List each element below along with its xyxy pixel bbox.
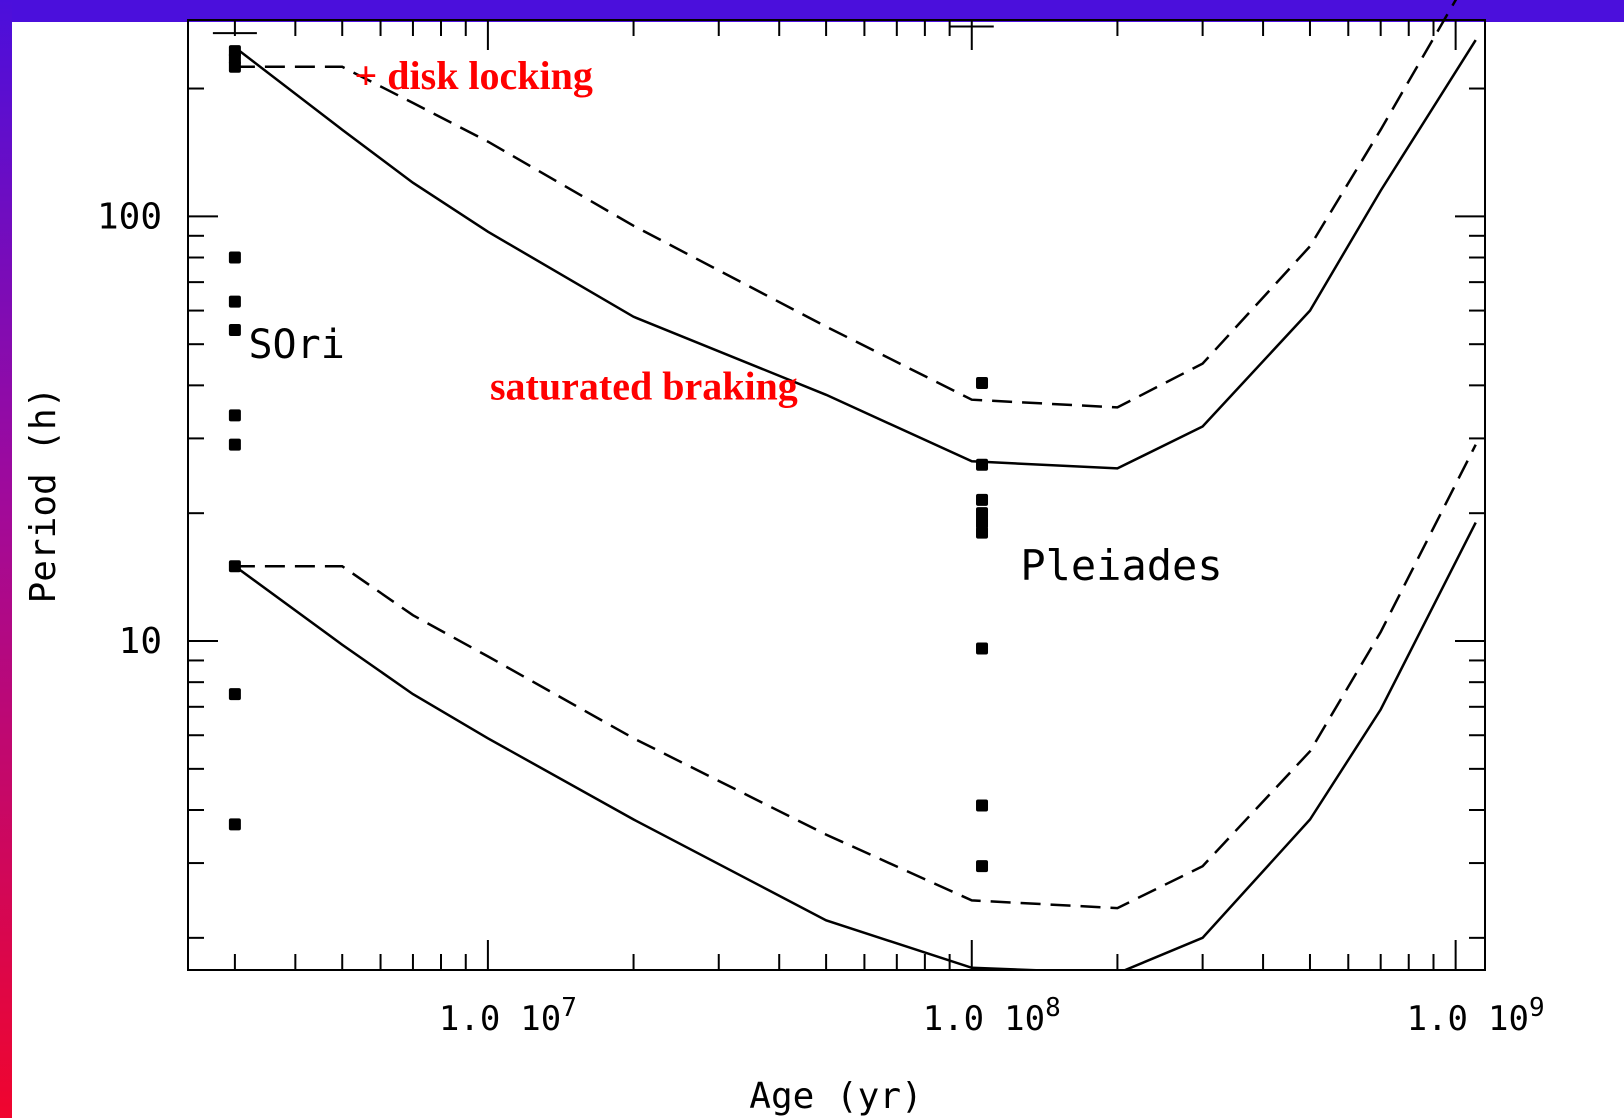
- sori-data-point: [228, 409, 241, 422]
- data-points: [228, 45, 989, 873]
- sori-data-point: [228, 324, 241, 337]
- frame-top-bar: [0, 0, 1624, 22]
- sori-data-point: [228, 560, 241, 573]
- plot-frame: [187, 19, 1486, 971]
- error-bars: [212, 25, 994, 35]
- x-axis-label: Age (yr): [749, 1076, 922, 1117]
- pleiades-data-point: [976, 458, 989, 471]
- y-tick-label-100: 100: [97, 196, 162, 237]
- pleiades-data-point: [976, 507, 989, 520]
- pleiades-data-point: [976, 377, 989, 390]
- solid-model-curve-2: [234, 522, 1477, 970]
- y-tick-labels: 100 10: [97, 196, 162, 662]
- pleiades-data-point: [976, 516, 989, 529]
- sori-data-point: [228, 251, 241, 264]
- dashed-model-curve-3: [234, 444, 1477, 910]
- x-tick-labels: 1.0 107 1.0 108 1.0 109: [439, 993, 1545, 1039]
- sori-label: SOri: [248, 322, 344, 368]
- pleiades-data-point: [976, 799, 989, 812]
- sori-data-point: [228, 688, 241, 701]
- solid-model-curve-0: [234, 39, 1477, 470]
- x-tick-label-1e9: 1.0 109: [1407, 993, 1545, 1039]
- sori-data-point: [228, 438, 241, 451]
- pleiades-data-point: [976, 526, 989, 539]
- x-tick-label-1e7: 1.0 107: [439, 993, 577, 1039]
- y-tick-label-10: 10: [119, 621, 162, 662]
- sori-data-point: [228, 818, 241, 831]
- saturated-braking-annotation: saturated braking: [490, 363, 798, 408]
- frame-left-bar: [0, 0, 12, 1118]
- y-axis-label: Period (h): [23, 387, 64, 604]
- dashed-model-curve-1: [234, 0, 1458, 409]
- axis-minor-ticks: [188, 20, 1485, 970]
- pleiades-label: Pleiades: [1020, 541, 1222, 590]
- pleiades-data-point: [976, 860, 989, 873]
- disk-locking-annotation: + disk locking: [354, 53, 592, 98]
- sori-data-point: [228, 295, 241, 308]
- pleiades-data-point: [976, 642, 989, 655]
- model-curves: [234, 0, 1477, 970]
- pleiades-data-point: [976, 493, 989, 506]
- sori-data-point: [228, 60, 241, 73]
- x-tick-label-1e8: 1.0 108: [923, 993, 1061, 1039]
